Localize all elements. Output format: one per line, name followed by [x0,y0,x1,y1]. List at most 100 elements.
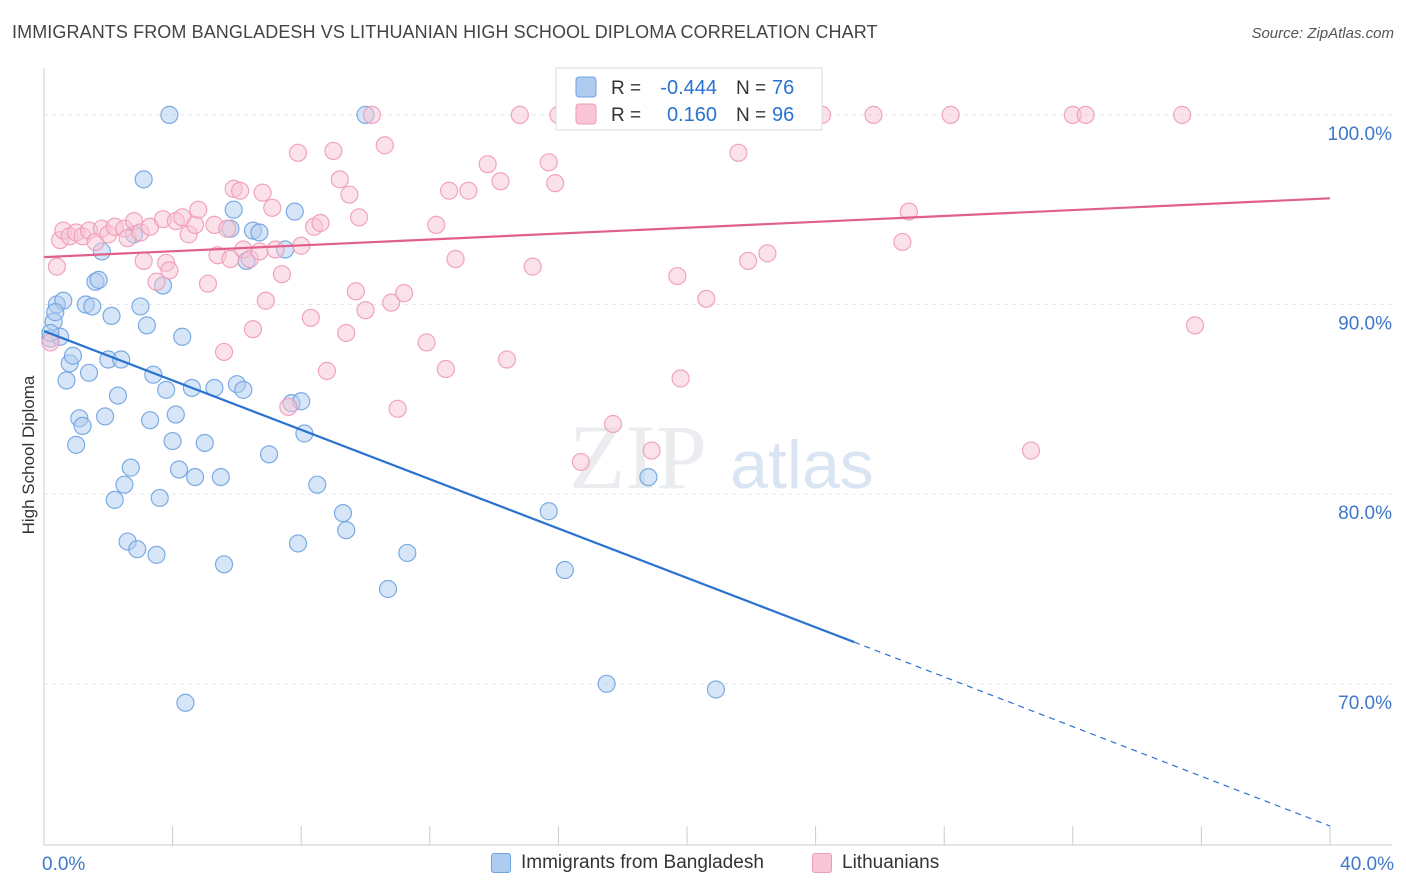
legend-label-bangladesh: Immigrants from Bangladesh [521,852,764,873]
legend-stats-swatch-0 [575,76,597,98]
y-axis-label: High School Diploma [19,375,38,534]
point-s0-15 [89,270,108,289]
legend-item-lithuanians: Lithuanians [812,852,939,874]
point-s1-31 [218,219,237,238]
point-s0-44 [186,468,205,487]
point-s1-86 [729,143,748,162]
point-s1-42 [266,240,285,259]
legend-n-value-0: 76 [772,77,794,99]
point-s0-41 [173,327,192,346]
point-s0-29 [134,170,153,189]
point-s0-40 [169,460,189,479]
data-points [41,105,1205,712]
point-s0-73 [706,680,726,699]
point-s0-56 [259,445,279,464]
point-s1-62 [394,284,414,303]
point-s0-45 [195,433,214,453]
point-s0-59 [285,202,304,221]
y-tick-label-2: 80.0% [1338,503,1392,524]
point-s1-74 [539,153,558,172]
point-s1-68 [459,181,478,200]
point-s0-70 [555,560,574,580]
trend-line-dashed-s0 [853,641,1331,827]
legend-r-value-0: -0.444 [660,77,717,99]
point-s1-72 [510,105,529,124]
x-tick-label-0: 0.0% [42,854,85,875]
point-s1-25 [186,215,205,234]
point-s1-51 [324,141,343,161]
point-s1-41 [263,198,282,217]
legend-bottom: Immigrants from Bangladesh Lithuanians [0,852,1406,878]
point-s0-23 [115,475,134,494]
point-s1-56 [349,208,369,227]
point-s1-77 [571,452,591,472]
point-s0-50 [224,200,243,219]
point-s1-16 [134,251,153,271]
point-s1-38 [250,242,269,261]
point-s1-44 [279,397,298,417]
point-s1-83 [671,369,690,388]
point-s0-48 [214,555,234,574]
point-s1-91 [864,105,883,124]
point-s0-42 [176,693,195,712]
point-s0-64 [333,504,353,523]
point-s0-19 [102,306,121,326]
point-s0-47 [211,468,230,487]
point-s0-20 [105,490,124,509]
point-s1-95 [1021,441,1041,460]
point-s0-27 [128,540,147,559]
point-s0-38 [163,431,182,451]
point-s0-36 [157,380,176,399]
point-s0-31 [140,411,160,430]
point-s1-47 [301,308,320,327]
legend-label-lithuanians: Lithuanians [842,852,940,873]
point-s0-34 [150,488,169,508]
point-s1-34 [231,181,250,200]
point-s1-82 [668,266,687,286]
point-s1-64 [427,215,446,234]
point-s0-25 [121,458,140,477]
trend-lines [43,197,1331,827]
point-s1-50 [317,361,337,381]
point-s1-71 [497,350,517,369]
point-s0-69 [539,502,558,521]
point-s0-12 [79,363,99,382]
point-s1-75 [546,174,565,193]
watermark-zip: ZIP [569,406,707,508]
chart-source: Source: ZipAtlas.com [1251,25,1394,42]
point-s1-59 [375,136,394,155]
trend-line-s1 [43,197,1331,259]
point-s0-8 [67,435,86,454]
point-s1-78 [603,414,623,434]
legend-n-label-1: N = [736,105,766,126]
point-s0-17 [95,407,115,426]
point-s0-21 [108,386,128,405]
axes: 0.0% 40.0% [42,68,1394,875]
legend-r-value-1: 0.160 [667,104,717,126]
point-s1-27 [198,274,218,293]
point-s1-97 [1076,105,1095,124]
point-s1-92 [893,232,912,252]
point-s0-60 [288,534,308,553]
legend-stats: R = -0.444 N = 76 R = 0.160 N = 96 [555,67,823,131]
y-tick-label-1: 90.0% [1338,314,1392,335]
point-s1-39 [253,183,272,202]
point-s1-21 [160,261,179,280]
point-s1-63 [417,333,436,352]
point-s1-1 [47,257,66,276]
point-s1-32 [221,249,240,269]
point-s1-61 [388,399,407,418]
legend-n-label-0: N = [736,78,766,99]
point-s1-49 [311,213,330,233]
point-s0-72 [639,468,658,487]
point-s1-55 [346,282,365,301]
watermark-atlas: atlas [730,427,874,503]
point-s1-57 [356,301,375,320]
point-s0-30 [137,316,156,335]
point-s0-52 [234,380,253,399]
point-s1-99 [1185,316,1205,335]
y-tick-label-3: 70.0% [1338,693,1392,714]
point-s1-54 [340,185,359,204]
point-s1-73 [523,257,542,276]
